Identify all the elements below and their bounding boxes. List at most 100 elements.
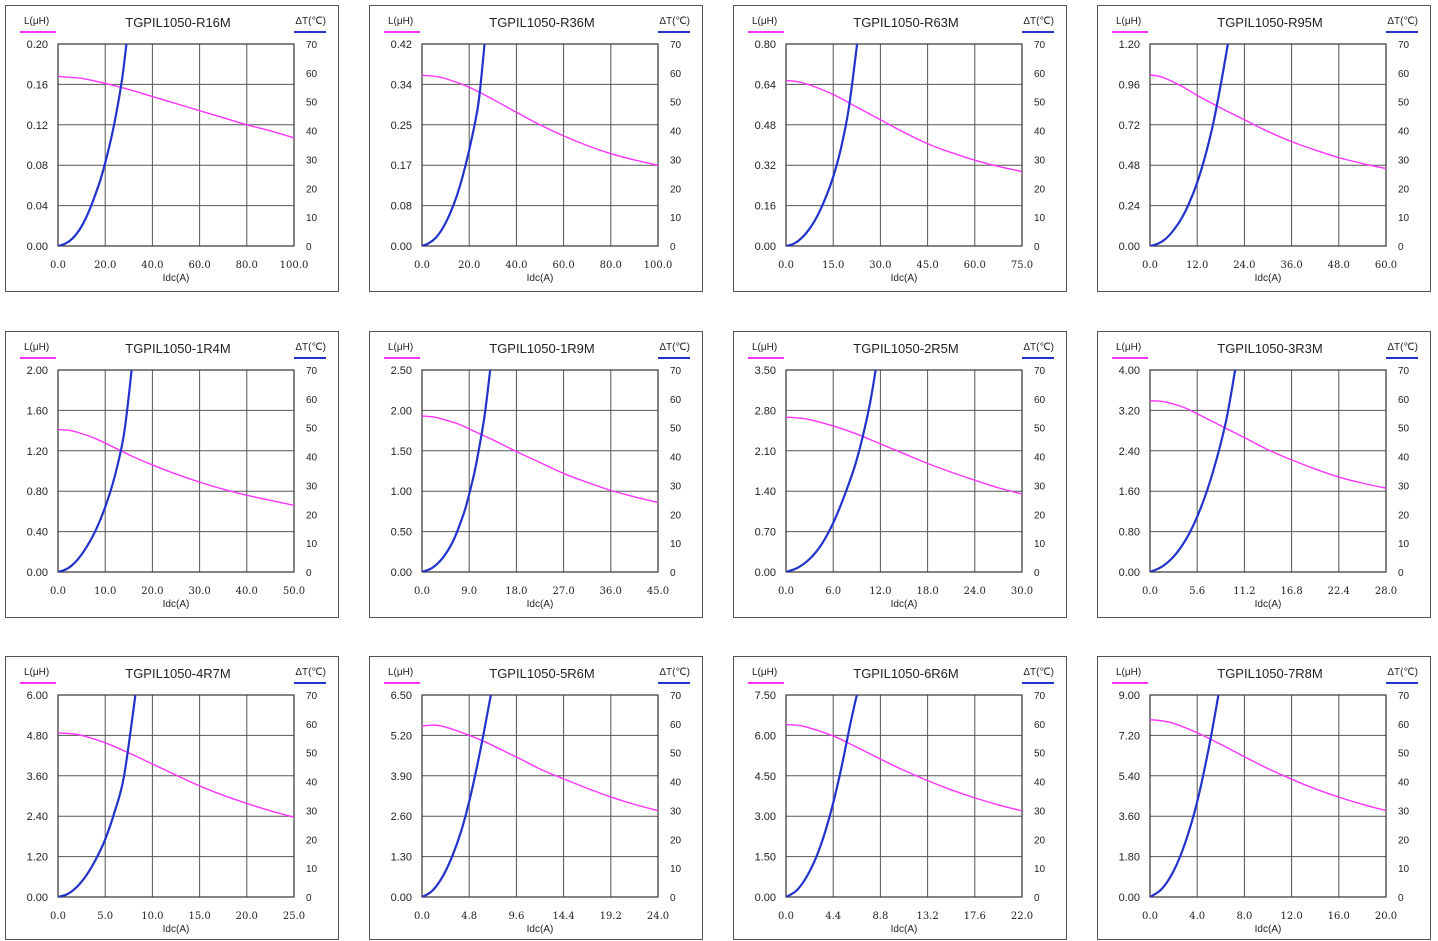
left-axis-label: L(μH) [752, 667, 777, 678]
right-tick-label: 10 [670, 864, 682, 875]
right-tick-label: 20 [670, 510, 682, 521]
gridlines [422, 695, 658, 897]
left-tick-label: 0.00 [1119, 241, 1140, 253]
chart-svg: 0.00 1.20 2.40 3.60 4.80 6.00 0 10 20 30 40 50 60 70 0… [20, 666, 326, 935]
chart-title: TGPIL1050-1R9M [489, 341, 595, 356]
right-tick-label: 30 [306, 806, 318, 817]
left-tick-label: 4.50 [755, 771, 776, 783]
x-tick-label: 18.0 [916, 586, 938, 597]
temperature-rise-curve [58, 695, 137, 897]
x-tick-label: 25.0 [283, 911, 305, 922]
right-tick-label: 60 [1398, 69, 1410, 80]
right-axis-label: ΔT(℃) [295, 667, 326, 678]
left-tick-label: 6.00 [755, 730, 776, 742]
x-axis-label: Idc(A) [1255, 924, 1282, 935]
right-tick-label: 70 [670, 40, 682, 51]
right-tick-label: 20 [1034, 835, 1046, 846]
left-tick-label: 1.20 [27, 446, 48, 458]
right-tick-label: 70 [306, 40, 318, 51]
chart-panel: 0.00 0.08 0.17 0.25 0.34 0.42 0 10 20 30 40 50 60 70 0… [369, 5, 703, 292]
right-tick-label: 50 [1398, 749, 1410, 760]
chart-title: TGPIL1050-6R6M [853, 666, 959, 681]
temperature-rise-curve [1150, 370, 1237, 572]
left-tick-label: 0.25 [391, 120, 412, 132]
right-tick-label: 20 [306, 835, 318, 846]
right-tick-label: 50 [306, 749, 318, 760]
left-tick-label: 3.50 [755, 365, 776, 377]
right-tick-label: 20 [1398, 835, 1410, 846]
chart-panel: 0.00 0.80 1.60 2.40 3.20 4.00 0 10 20 30 40 50 60 70 0… [1097, 331, 1431, 618]
right-tick-label: 60 [670, 720, 682, 731]
left-tick-label: 2.10 [755, 446, 776, 458]
gridlines [786, 44, 1022, 246]
right-tick-label: 0 [1398, 893, 1404, 904]
plot-frame [57, 369, 295, 573]
x-tick-label: 0.0 [50, 586, 66, 597]
temperature-rise-curve [786, 695, 858, 897]
chart-title: TGPIL1050-2R5M [853, 341, 959, 356]
x-tick-label: 19.2 [600, 911, 622, 922]
left-tick-label: 0.50 [391, 527, 412, 539]
right-tick-label: 40 [670, 127, 682, 138]
right-tick-label: 20 [1034, 510, 1046, 521]
right-axis-label: ΔT(℃) [1387, 342, 1418, 353]
right-axis-label: ΔT(℃) [295, 342, 326, 353]
x-tick-label: 45.0 [647, 586, 669, 597]
gridlines [786, 695, 1022, 897]
gridlines [422, 44, 658, 246]
left-tick-label: 0.16 [27, 79, 48, 91]
chart-panel: 0.00 0.04 0.08 0.12 0.16 0.20 0 10 20 30 40 50 60 70 0… [5, 5, 339, 292]
temperature-rise-curve [422, 695, 492, 897]
right-tick-label: 0 [1398, 242, 1404, 253]
right-tick-label: 70 [1034, 691, 1046, 702]
right-axis-label: ΔT(℃) [1387, 667, 1418, 678]
left-tick-label: 2.00 [391, 405, 412, 417]
plot-frame [1149, 694, 1387, 898]
x-tick-label: 20.0 [94, 260, 116, 271]
plot-frame [421, 369, 659, 573]
gridlines [58, 695, 294, 897]
left-tick-label: 0.08 [391, 201, 412, 213]
left-tick-label: 0.00 [755, 567, 776, 579]
left-tick-label: 1.40 [755, 486, 776, 498]
x-tick-label: 17.6 [964, 911, 986, 922]
left-tick-label: 2.50 [391, 365, 412, 377]
chart-title: TGPIL1050-7R8M [1217, 666, 1323, 681]
x-axis-label: Idc(A) [891, 924, 918, 935]
right-tick-label: 20 [1398, 510, 1410, 521]
left-tick-label: 1.60 [1119, 486, 1140, 498]
plot-frame [1149, 369, 1387, 573]
x-tick-label: 80.0 [236, 260, 258, 271]
gridlines [786, 370, 1022, 572]
x-tick-label: 6.0 [825, 586, 841, 597]
x-tick-label: 36.0 [1280, 260, 1302, 271]
right-tick-label: 50 [670, 424, 682, 435]
plot-frame [1149, 43, 1387, 247]
plot-frame [57, 694, 295, 898]
left-tick-label: 1.30 [391, 852, 412, 864]
right-tick-label: 0 [1398, 568, 1404, 579]
gridlines [58, 370, 294, 572]
left-axis-label: L(μH) [752, 342, 777, 353]
right-tick-label: 30 [670, 155, 682, 166]
right-tick-label: 50 [306, 98, 318, 109]
x-tick-label: 15.0 [188, 911, 210, 922]
chart-panel: 0.00 0.50 1.00 1.50 2.00 2.50 0 10 20 30 40 50 60 70 0… [369, 331, 703, 618]
x-tick-label: 13.2 [916, 911, 938, 922]
left-tick-label: 5.40 [1119, 771, 1140, 783]
left-tick-label: 0.80 [27, 486, 48, 498]
left-axis-label: L(μH) [752, 16, 777, 27]
x-tick-label: 4.4 [825, 911, 841, 922]
chart-svg: 0.00 0.08 0.17 0.25 0.34 0.42 0 10 20 30 40 50 60 70 0… [384, 15, 690, 284]
plot-frame [785, 694, 1023, 898]
x-tick-label: 24.0 [1233, 260, 1255, 271]
left-tick-label: 0.42 [391, 39, 412, 51]
right-tick-label: 40 [670, 453, 682, 464]
left-axis-label: L(μH) [1116, 16, 1141, 27]
x-tick-label: 18.0 [505, 586, 527, 597]
x-axis-label: Idc(A) [527, 924, 554, 935]
right-axis-label: ΔT(℃) [659, 16, 690, 27]
x-tick-label: 0.0 [1142, 260, 1158, 271]
left-tick-label: 4.00 [1119, 365, 1140, 377]
right-tick-label: 50 [1398, 98, 1410, 109]
